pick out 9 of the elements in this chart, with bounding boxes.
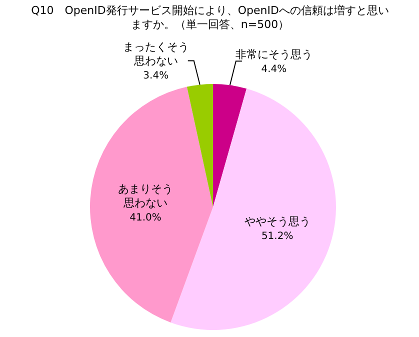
slice-label: 非常にそう思う	[235, 48, 312, 62]
data-label: 41.0%	[130, 212, 162, 224]
data-label: 3.4%	[143, 70, 169, 82]
slice-label: まったくそう思わない	[122, 40, 189, 68]
data-label: 51.2%	[261, 230, 294, 242]
slice-label: あまりそう思わない	[118, 182, 174, 210]
slice-label: ややそう思う	[244, 214, 310, 228]
data-label: 4.4%	[261, 64, 287, 76]
chart-title: Q10 OpenID発行サービス開始により、OpenIDへの信頼は増すと思いますか。（単一回答、n=500）	[30, 4, 390, 32]
